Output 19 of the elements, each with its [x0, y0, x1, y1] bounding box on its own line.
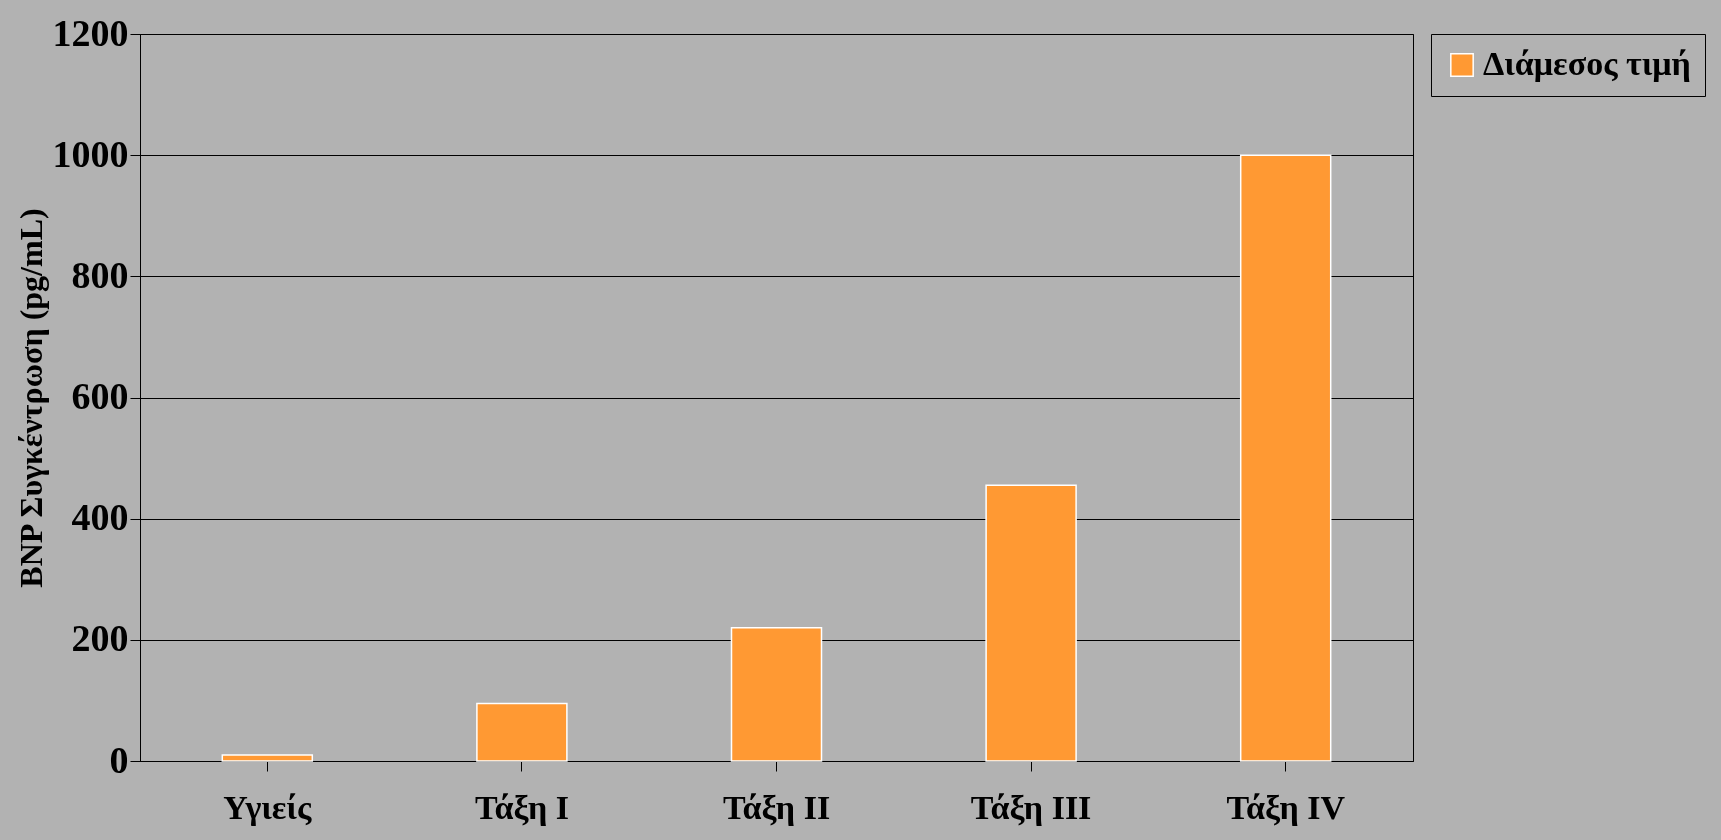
y-tick-label: 0: [109, 738, 129, 781]
y-tick-label: 1200: [52, 11, 129, 54]
y-tick-label: 400: [71, 496, 129, 539]
y-tick-label: 200: [71, 617, 129, 660]
bar: [730, 626, 823, 762]
bar: [221, 754, 314, 762]
bar: [1239, 154, 1332, 762]
y-tick-label: 800: [71, 253, 129, 296]
legend-label: Διάμεσος τιμή: [1483, 45, 1691, 82]
y-tick-label: 600: [71, 375, 129, 417]
x-tick-label: Τάξη IV: [1226, 788, 1346, 826]
y-axis-title: BNP Συγκέντρωση (pg/mL): [12, 208, 49, 588]
y-tick-label: 1000: [52, 132, 129, 175]
bar: [476, 702, 568, 762]
bar: [985, 484, 1077, 762]
x-tick-label: Τάξη I: [474, 788, 569, 826]
x-tick-label: Τάξη II: [722, 788, 831, 826]
x-tick-label: Τάξη III: [970, 788, 1092, 826]
x-tick-label: Υγιείς: [223, 788, 312, 826]
